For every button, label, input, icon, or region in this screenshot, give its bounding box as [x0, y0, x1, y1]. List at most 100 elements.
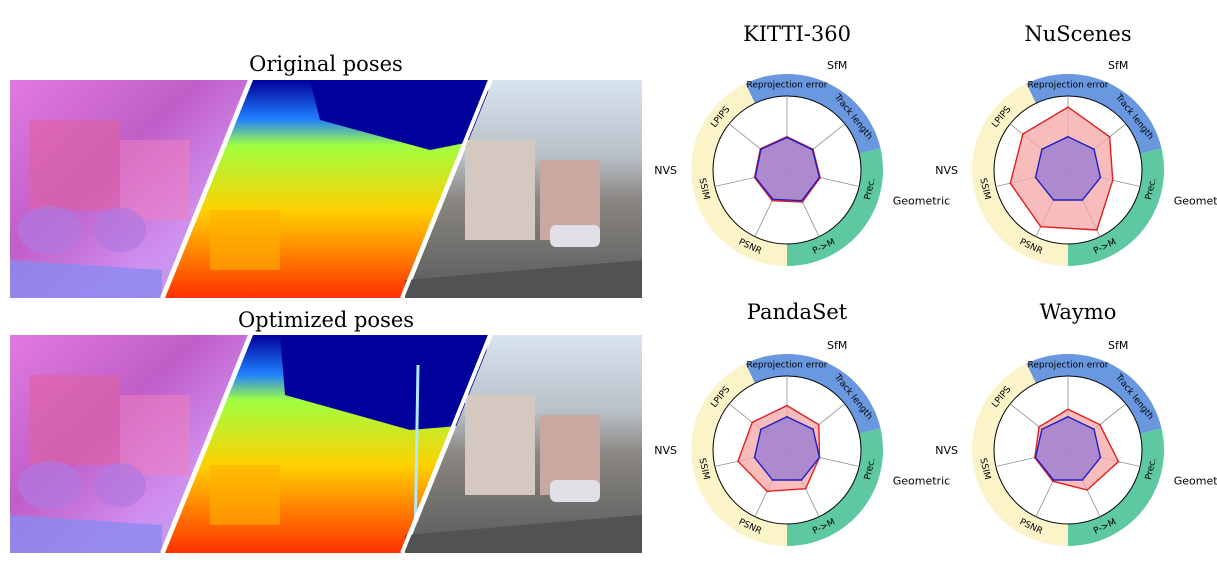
series-1-point-5 — [754, 176, 757, 179]
series-1-point-6 — [1041, 428, 1043, 431]
group-label-geometric: Geometric — [1174, 194, 1217, 207]
series-1-point-1 — [812, 428, 814, 431]
axis-label-2: Prec. — [1144, 457, 1159, 481]
axis-label-0: Reprojection error — [1028, 81, 1109, 91]
series-1-point-0 — [1067, 415, 1069, 418]
series-1-point-1 — [1093, 148, 1095, 151]
original-poses-image-strip — [10, 80, 642, 298]
series-0-point-1 — [1099, 423, 1101, 426]
series-1-point-5 — [753, 456, 756, 459]
series-0-point-4 — [766, 490, 768, 493]
series-0-point-0 — [1067, 408, 1069, 411]
series-1-point-2 — [1099, 176, 1102, 179]
series-1-point-0 — [1067, 135, 1069, 138]
group-label-geometric: Geometric — [1174, 474, 1217, 487]
group-label-nvs: NVS — [935, 444, 958, 457]
chart-title-nuscenes: NuScenes — [1024, 22, 1132, 46]
sfm-band — [745, 354, 881, 434]
series-0-point-2 — [1111, 179, 1114, 182]
series-1-point-2 — [818, 176, 821, 179]
series-1-point-1 — [1093, 428, 1095, 431]
series-polygon-1 — [1034, 135, 1102, 201]
series-0-point-4 — [1052, 480, 1054, 483]
axis-label-0: Reprojection error — [747, 361, 828, 371]
series-1-point-0 — [786, 136, 788, 139]
series-0-point-0 — [1067, 106, 1069, 108]
series-1-point-4 — [772, 198, 774, 201]
series-1-point-4 — [1052, 479, 1055, 481]
nvs-band — [690, 83, 787, 266]
series-1-point-3 — [800, 479, 803, 481]
series-0-point-4 — [771, 199, 774, 202]
series-0-point-3 — [1096, 229, 1098, 231]
geometric-band — [787, 428, 883, 546]
series-1-point-2 — [818, 456, 821, 459]
axis-label-5: SSIM — [977, 457, 992, 481]
axis-label-0: Reprojection error — [1028, 361, 1109, 371]
series-1-point-5 — [1034, 456, 1037, 459]
series-0-point-5 — [737, 460, 739, 462]
series-1-point-4 — [771, 479, 774, 481]
axis-label-5: SSIM — [977, 177, 992, 201]
original-poses-title: Original poses — [249, 52, 403, 76]
axis-label-2: Prec. — [863, 177, 878, 201]
group-label-geometric: Geometric — [893, 194, 950, 207]
series-0-point-1 — [1108, 135, 1111, 138]
series-1-point-6 — [1041, 148, 1043, 151]
sfm-band — [1026, 74, 1162, 154]
series-0-point-3 — [1086, 489, 1089, 491]
series-1-point-3 — [1081, 199, 1084, 201]
series-1-point-6 — [760, 148, 762, 151]
group-label-sfm: SfM — [1108, 339, 1128, 352]
series-1-point-0 — [786, 415, 788, 418]
series-1-point-4 — [1052, 199, 1055, 201]
group-label-sfm: SfM — [1108, 59, 1128, 72]
series-0-point-6 — [1038, 426, 1040, 428]
geometric-band — [1068, 148, 1164, 266]
group-label-nvs: NVS — [935, 164, 958, 177]
series-0-point-5 — [1009, 182, 1012, 184]
series-polygon-1 — [1034, 415, 1102, 481]
optimized-poses-title: Optimized poses — [237, 308, 415, 332]
axis-label-2: Prec. — [1144, 177, 1159, 201]
group-label-sfm: SfM — [827, 339, 847, 352]
group-label-geometric: Geometric — [893, 474, 950, 487]
series-polygon-1 — [753, 415, 821, 481]
sfm-band — [745, 73, 881, 154]
series-0-point-2 — [1117, 460, 1120, 463]
series-0-point-6 — [1022, 133, 1024, 135]
series-0-point-1 — [818, 423, 820, 426]
nvs-band — [691, 363, 787, 546]
nvs-band — [972, 83, 1068, 266]
series-1-point-5 — [1034, 176, 1037, 179]
nvs-band — [972, 363, 1068, 546]
axis-label-2: Prec. — [863, 457, 878, 481]
optimized-poses-image-strip — [10, 335, 642, 553]
sfm-band — [1026, 354, 1162, 434]
geometric-band — [1068, 428, 1164, 546]
series-0-point-6 — [751, 421, 754, 424]
group-label-nvs: NVS — [654, 444, 677, 457]
group-label-nvs: NVS — [654, 164, 677, 177]
series-1-point-2 — [1099, 456, 1102, 459]
series-0-point-0 — [786, 404, 788, 407]
series-0-point-3 — [804, 487, 807, 490]
series-0-point-3 — [801, 201, 804, 203]
series-polygon-1 — [754, 136, 821, 202]
chart-title-waymo: Waymo — [1039, 300, 1117, 324]
group-label-sfm: SfM — [827, 59, 847, 72]
axis-label-5: SSIM — [696, 177, 711, 201]
series-1-point-1 — [811, 148, 814, 151]
geometric-band — [787, 148, 883, 266]
chart-title-kitti360: KITTI-360 — [743, 22, 851, 46]
series-1-point-6 — [760, 428, 762, 431]
series-0-point-4 — [1039, 225, 1042, 228]
axis-label-0: Reprojection error — [747, 81, 828, 91]
chart-title-pandaset: PandaSet — [746, 300, 848, 324]
series-1-point-3 — [800, 199, 803, 202]
axis-label-5: SSIM — [696, 457, 711, 481]
